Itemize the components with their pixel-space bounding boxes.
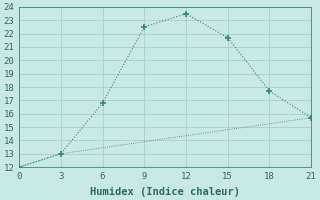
X-axis label: Humidex (Indice chaleur): Humidex (Indice chaleur) bbox=[90, 186, 240, 197]
